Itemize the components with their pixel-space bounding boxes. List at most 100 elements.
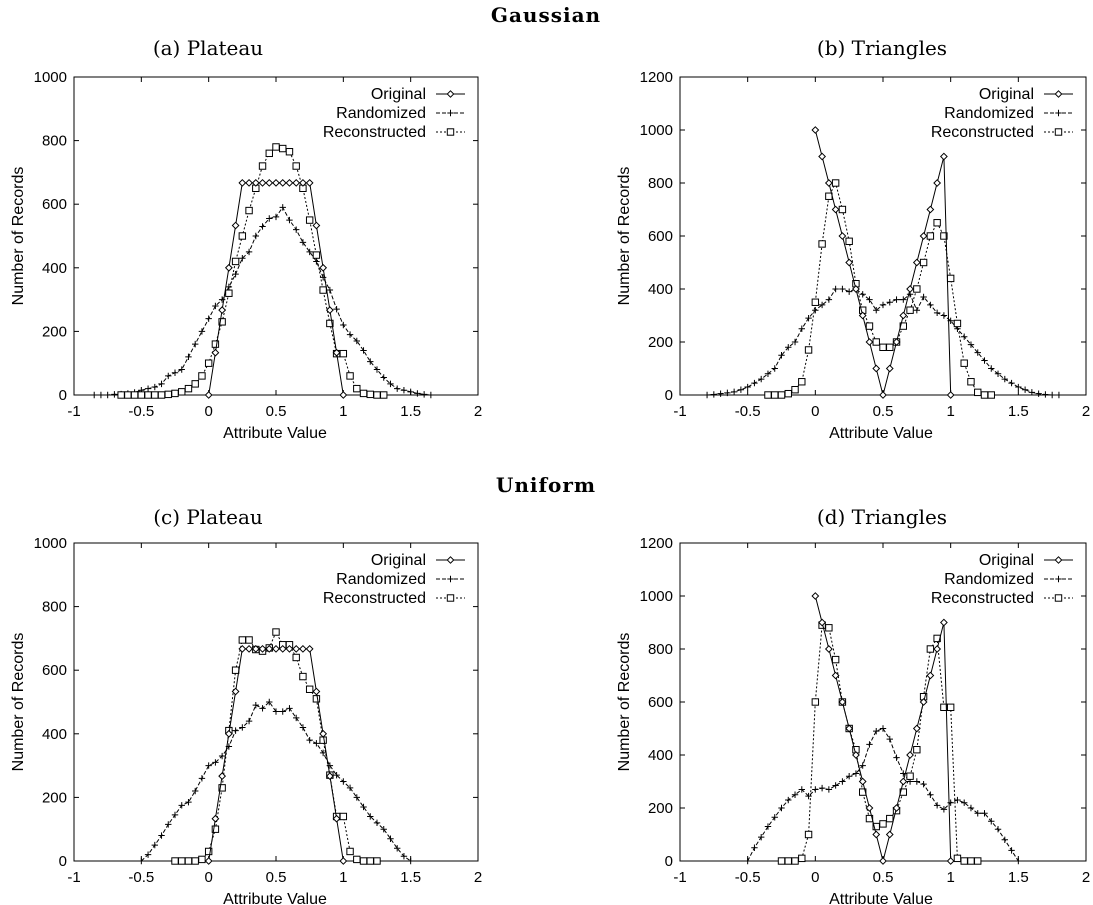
series-randomized bbox=[703, 285, 1063, 399]
data-point bbox=[366, 857, 374, 865]
data-point bbox=[866, 741, 873, 748]
data-point bbox=[933, 309, 941, 317]
data-point bbox=[272, 178, 280, 187]
x-axis-label: Attribute Value bbox=[829, 891, 933, 905]
data-point bbox=[111, 391, 118, 398]
data-point bbox=[286, 216, 293, 224]
series-randomized bbox=[744, 725, 1022, 865]
data-point bbox=[272, 708, 280, 715]
data-point bbox=[198, 372, 206, 380]
data-point bbox=[926, 205, 935, 214]
data-point bbox=[974, 810, 981, 817]
data-point bbox=[824, 645, 833, 653]
x-tick-label: 1 bbox=[946, 403, 954, 420]
data-point bbox=[238, 232, 247, 240]
data-point bbox=[198, 855, 206, 864]
data-point bbox=[360, 347, 367, 354]
data-point bbox=[178, 388, 186, 396]
y-tick-label: 400 bbox=[42, 726, 67, 743]
data-point bbox=[400, 387, 408, 394]
data-point bbox=[805, 314, 812, 322]
data-point bbox=[239, 255, 246, 262]
data-point bbox=[279, 708, 286, 715]
data-point bbox=[359, 857, 368, 865]
legend-marker bbox=[1054, 594, 1063, 602]
data-point bbox=[245, 644, 253, 653]
data-point bbox=[232, 727, 239, 734]
data-point bbox=[252, 232, 259, 240]
y-axis-label: Number of Records bbox=[616, 167, 633, 306]
y-tick-label: 200 bbox=[648, 334, 673, 351]
data-point bbox=[811, 298, 820, 306]
data-point bbox=[1001, 375, 1008, 383]
data-point bbox=[831, 655, 840, 664]
data-point bbox=[900, 296, 907, 303]
data-point bbox=[339, 349, 348, 358]
data-point bbox=[313, 258, 320, 265]
data-point bbox=[231, 687, 240, 696]
data-point bbox=[211, 348, 220, 357]
legend: Original Randomized Reconstructed bbox=[931, 86, 1073, 141]
data-point bbox=[218, 752, 226, 760]
data-point bbox=[380, 374, 387, 381]
series-line bbox=[747, 727, 1019, 862]
data-point bbox=[865, 322, 874, 330]
data-point bbox=[171, 389, 179, 398]
data-point bbox=[144, 391, 152, 399]
series-line bbox=[175, 630, 377, 862]
data-point bbox=[353, 384, 361, 393]
data-point bbox=[339, 391, 348, 399]
data-point bbox=[353, 855, 361, 864]
data-point bbox=[912, 258, 921, 267]
y-axis-label: Number of Records bbox=[10, 633, 27, 772]
data-point bbox=[211, 340, 220, 348]
data-point bbox=[185, 798, 192, 806]
data-point bbox=[346, 331, 354, 338]
data-point bbox=[791, 338, 799, 346]
data-point bbox=[893, 754, 900, 761]
y-tick-label: 0 bbox=[59, 853, 67, 870]
data-point bbox=[811, 126, 820, 134]
data-point bbox=[852, 770, 860, 777]
legend-label: Reconstructed bbox=[931, 590, 1034, 607]
data-point bbox=[151, 383, 158, 391]
data-point bbox=[225, 283, 233, 291]
y-tick-label: 600 bbox=[648, 694, 673, 711]
data-point bbox=[946, 391, 955, 399]
data-point bbox=[171, 811, 179, 819]
series-reconstructed bbox=[777, 621, 982, 865]
y-tick-label: 800 bbox=[648, 641, 673, 658]
data-point bbox=[1001, 836, 1008, 843]
data-point bbox=[340, 321, 347, 329]
x-tick-label: 2 bbox=[1082, 869, 1090, 886]
data-point bbox=[926, 645, 935, 653]
data-point bbox=[798, 786, 805, 793]
x-tick-label: -0.5 bbox=[735, 403, 761, 420]
data-point bbox=[339, 857, 348, 865]
x-tick-label: 2 bbox=[474, 869, 482, 886]
legend-label: Randomized bbox=[944, 571, 1034, 588]
data-point bbox=[373, 366, 381, 373]
data-point bbox=[927, 301, 934, 309]
legend-marker bbox=[446, 594, 455, 602]
data-point bbox=[777, 857, 786, 865]
data-point bbox=[259, 223, 266, 230]
data-point bbox=[420, 391, 428, 398]
data-point bbox=[394, 845, 401, 852]
data-point bbox=[818, 784, 826, 792]
data-point bbox=[380, 826, 387, 833]
data-point bbox=[744, 857, 751, 865]
y-tick-label: 0 bbox=[665, 853, 673, 870]
data-point bbox=[865, 338, 874, 346]
data-point bbox=[886, 735, 893, 743]
data-point bbox=[758, 375, 765, 383]
x-tick-label: -0.5 bbox=[735, 869, 761, 886]
series-line bbox=[94, 206, 431, 396]
data-point bbox=[346, 784, 354, 792]
data-point bbox=[785, 344, 792, 351]
data-point bbox=[845, 258, 854, 267]
data-point bbox=[892, 804, 901, 812]
series-original bbox=[204, 644, 348, 865]
data-point bbox=[312, 221, 321, 230]
legend-marker bbox=[446, 90, 455, 98]
